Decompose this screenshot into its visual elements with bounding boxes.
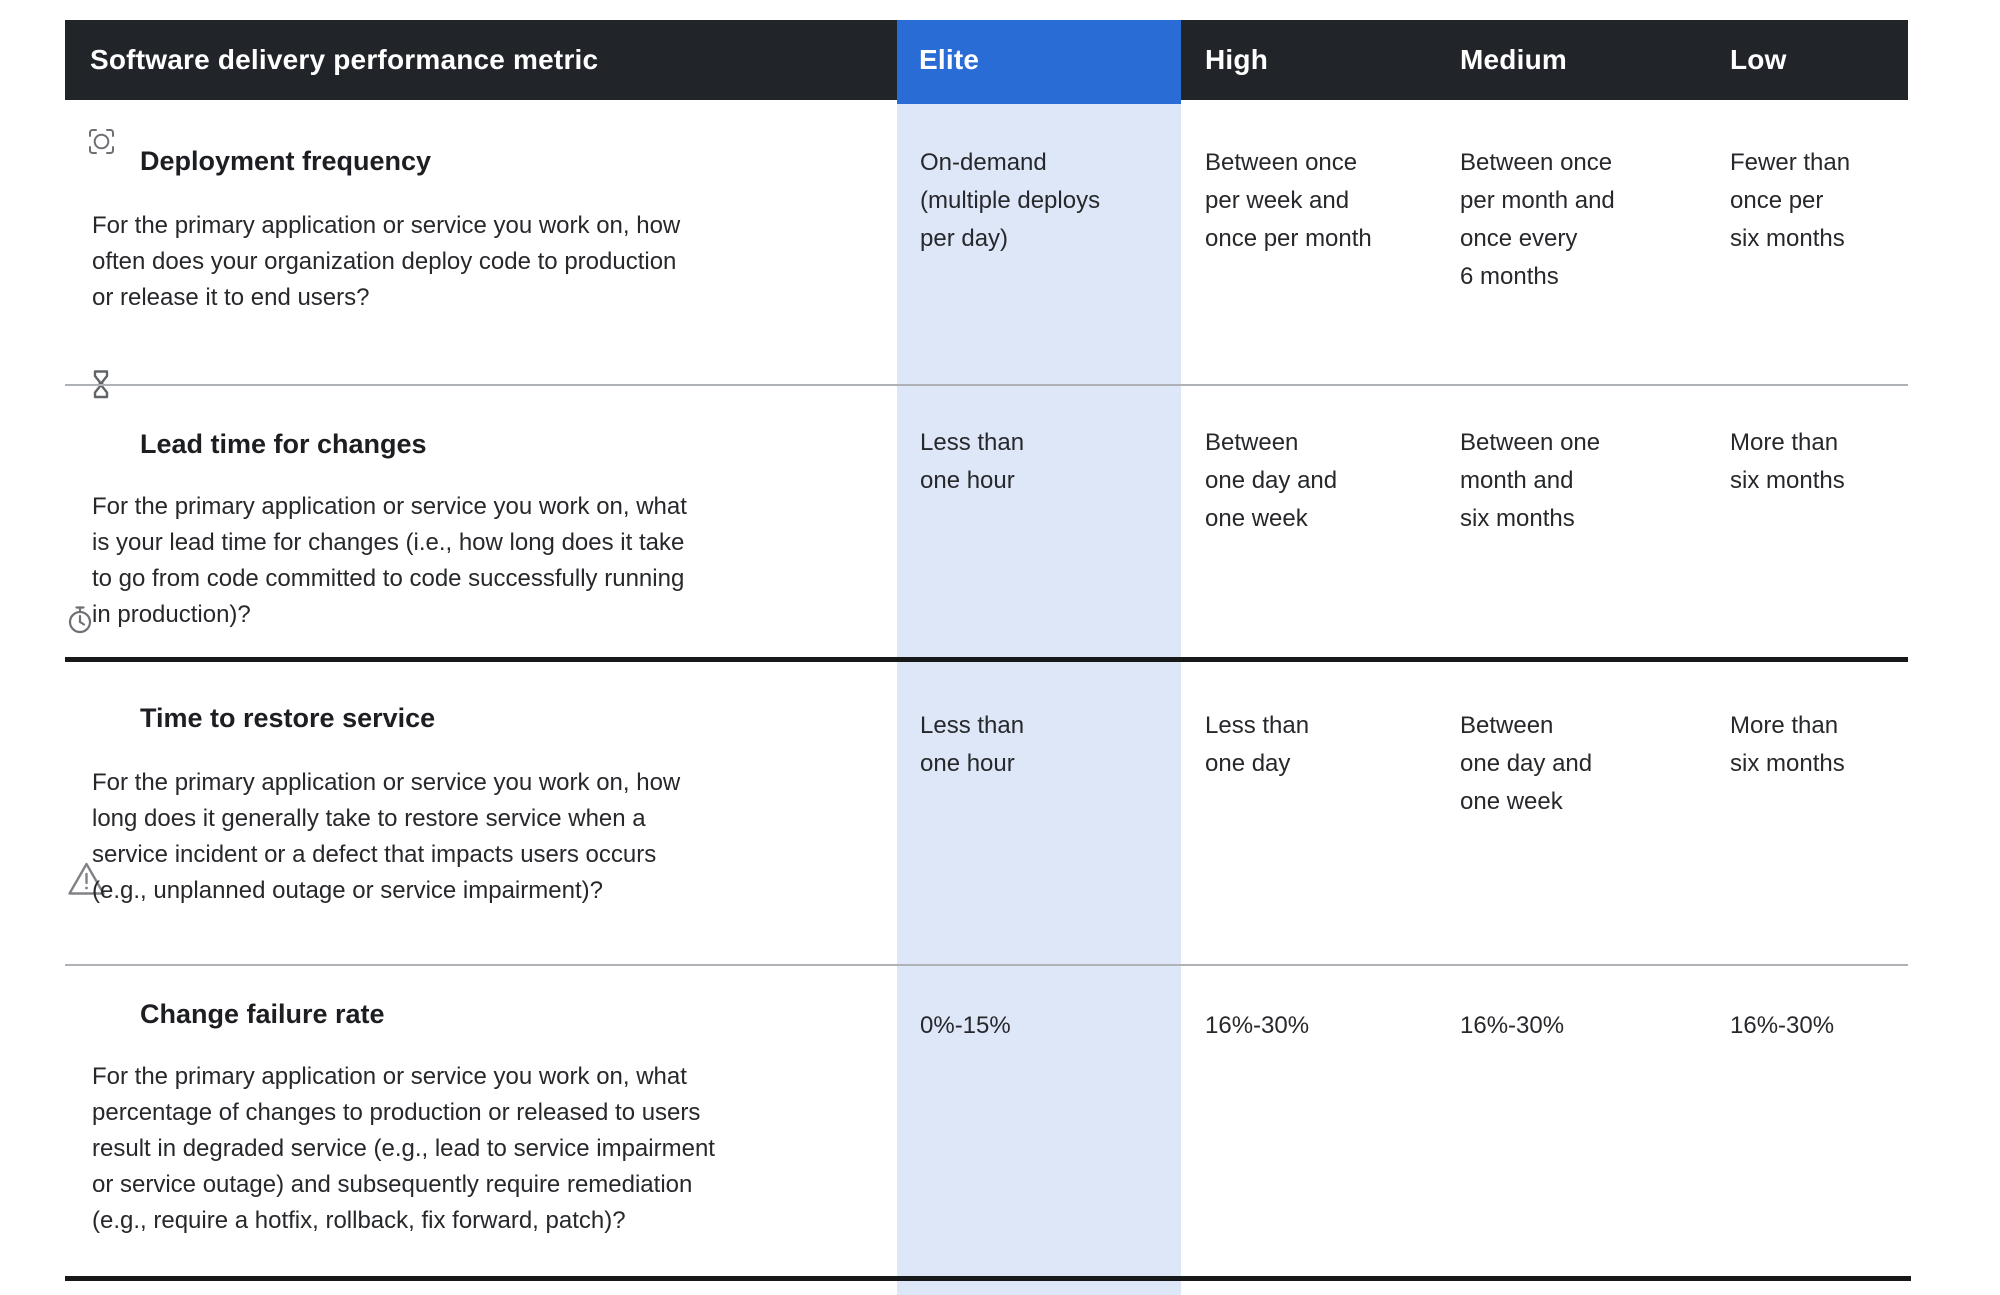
medium-value: Between one day and one week (1460, 712, 1593, 815)
high-column-header: High (1205, 44, 1269, 75)
metric-title: Change failure rate (140, 999, 385, 1029)
medium-value: 16%-30% (1460, 1012, 1565, 1039)
metric-column-header: Software delivery performance metric (90, 44, 599, 75)
medium-column-header: Medium (1460, 44, 1567, 75)
metric-question: For the primary application or service y… (92, 769, 681, 904)
table-row: Time to restore service For the primary … (65, 663, 1908, 965)
elite-column-header-label: Elite (919, 44, 980, 75)
high-value: Less than one day (1205, 712, 1310, 777)
high-value: Between one day and one week (1205, 429, 1338, 532)
metric-question: For the primary application or service y… (92, 212, 681, 311)
table-row: Deployment frequency For the primary app… (65, 100, 1908, 385)
table-row: Change failure rate For the primary appl… (65, 967, 1908, 1276)
elite-value: On-demand (multiple deploys per day) (920, 149, 1101, 252)
elite-value: 0%-15% (920, 1012, 1011, 1039)
low-value: More than six months (1730, 429, 1845, 494)
elite-column-highlight (897, 104, 1181, 1295)
metric-question: For the primary application or service y… (92, 1063, 715, 1234)
row-divider (65, 964, 1908, 966)
low-column-header: Low (1730, 44, 1787, 75)
table-row: Lead time for changes For the primary ap… (65, 387, 1908, 656)
section-divider (65, 657, 1908, 662)
elite-column-header (897, 20, 1181, 104)
medium-value: Between once per month and once every 6 … (1460, 149, 1615, 290)
stopwatch-icon (66, 605, 94, 640)
high-value: 16%-30% (1205, 1012, 1310, 1039)
table-header: Software delivery performance metric Eli… (65, 20, 1908, 104)
metric-title: Time to restore service (140, 703, 436, 733)
metric-title: Lead time for changes (140, 429, 427, 459)
hourglass-icon (92, 369, 110, 405)
metric-question: For the primary application or service y… (92, 493, 687, 628)
warning-triangle-icon (67, 861, 106, 902)
elite-value: Less than one hour (920, 429, 1025, 494)
low-value: 16%-30% (1730, 1012, 1835, 1039)
row-divider (65, 384, 1908, 386)
elite-value: Less than one hour (920, 712, 1025, 777)
metric-title: Deployment frequency (140, 146, 432, 176)
low-value: Fewer than once per six months (1730, 149, 1851, 252)
focus-circle-icon (88, 128, 115, 160)
low-value: More than six months (1730, 712, 1845, 777)
medium-value: Between one month and six months (1460, 429, 1601, 532)
high-value: Between once per week and once per month (1205, 149, 1372, 252)
table-bottom-border (65, 1276, 1911, 1281)
